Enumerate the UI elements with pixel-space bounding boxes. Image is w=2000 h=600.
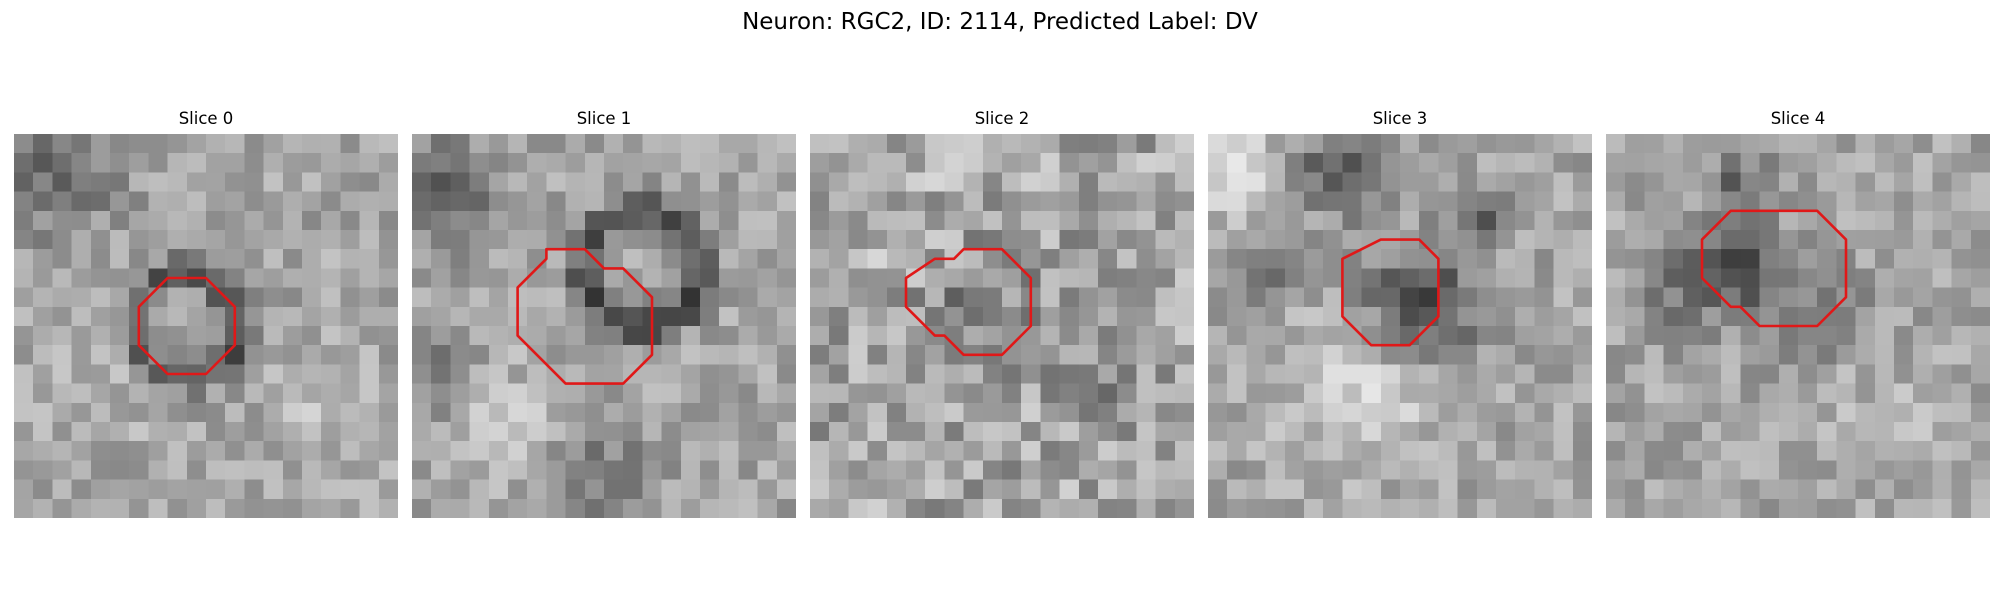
roi-overlay	[412, 134, 796, 518]
roi-overlay	[14, 134, 398, 518]
slice-title: Slice 3	[1372, 109, 1428, 128]
slice-image	[810, 134, 1194, 518]
roi-outline	[1702, 211, 1846, 326]
roi-outline	[518, 249, 652, 383]
slice-title: Slice 4	[1770, 109, 1826, 128]
figure-title: Neuron: RGC2, ID: 2114, Predicted Label:…	[742, 9, 1258, 35]
roi-overlay	[1606, 134, 1990, 518]
roi-overlay	[1208, 134, 1592, 518]
slice-title: Slice 1	[576, 109, 632, 128]
roi-outline	[1342, 240, 1438, 346]
slice-image	[1208, 134, 1592, 518]
roi-outline	[906, 249, 1031, 355]
slice-image	[14, 134, 398, 518]
slice-title: Slice 0	[178, 109, 234, 128]
roi-overlay	[810, 134, 1194, 518]
roi-outline	[139, 278, 235, 374]
slice-image	[412, 134, 796, 518]
slice-title: Slice 2	[974, 109, 1030, 128]
